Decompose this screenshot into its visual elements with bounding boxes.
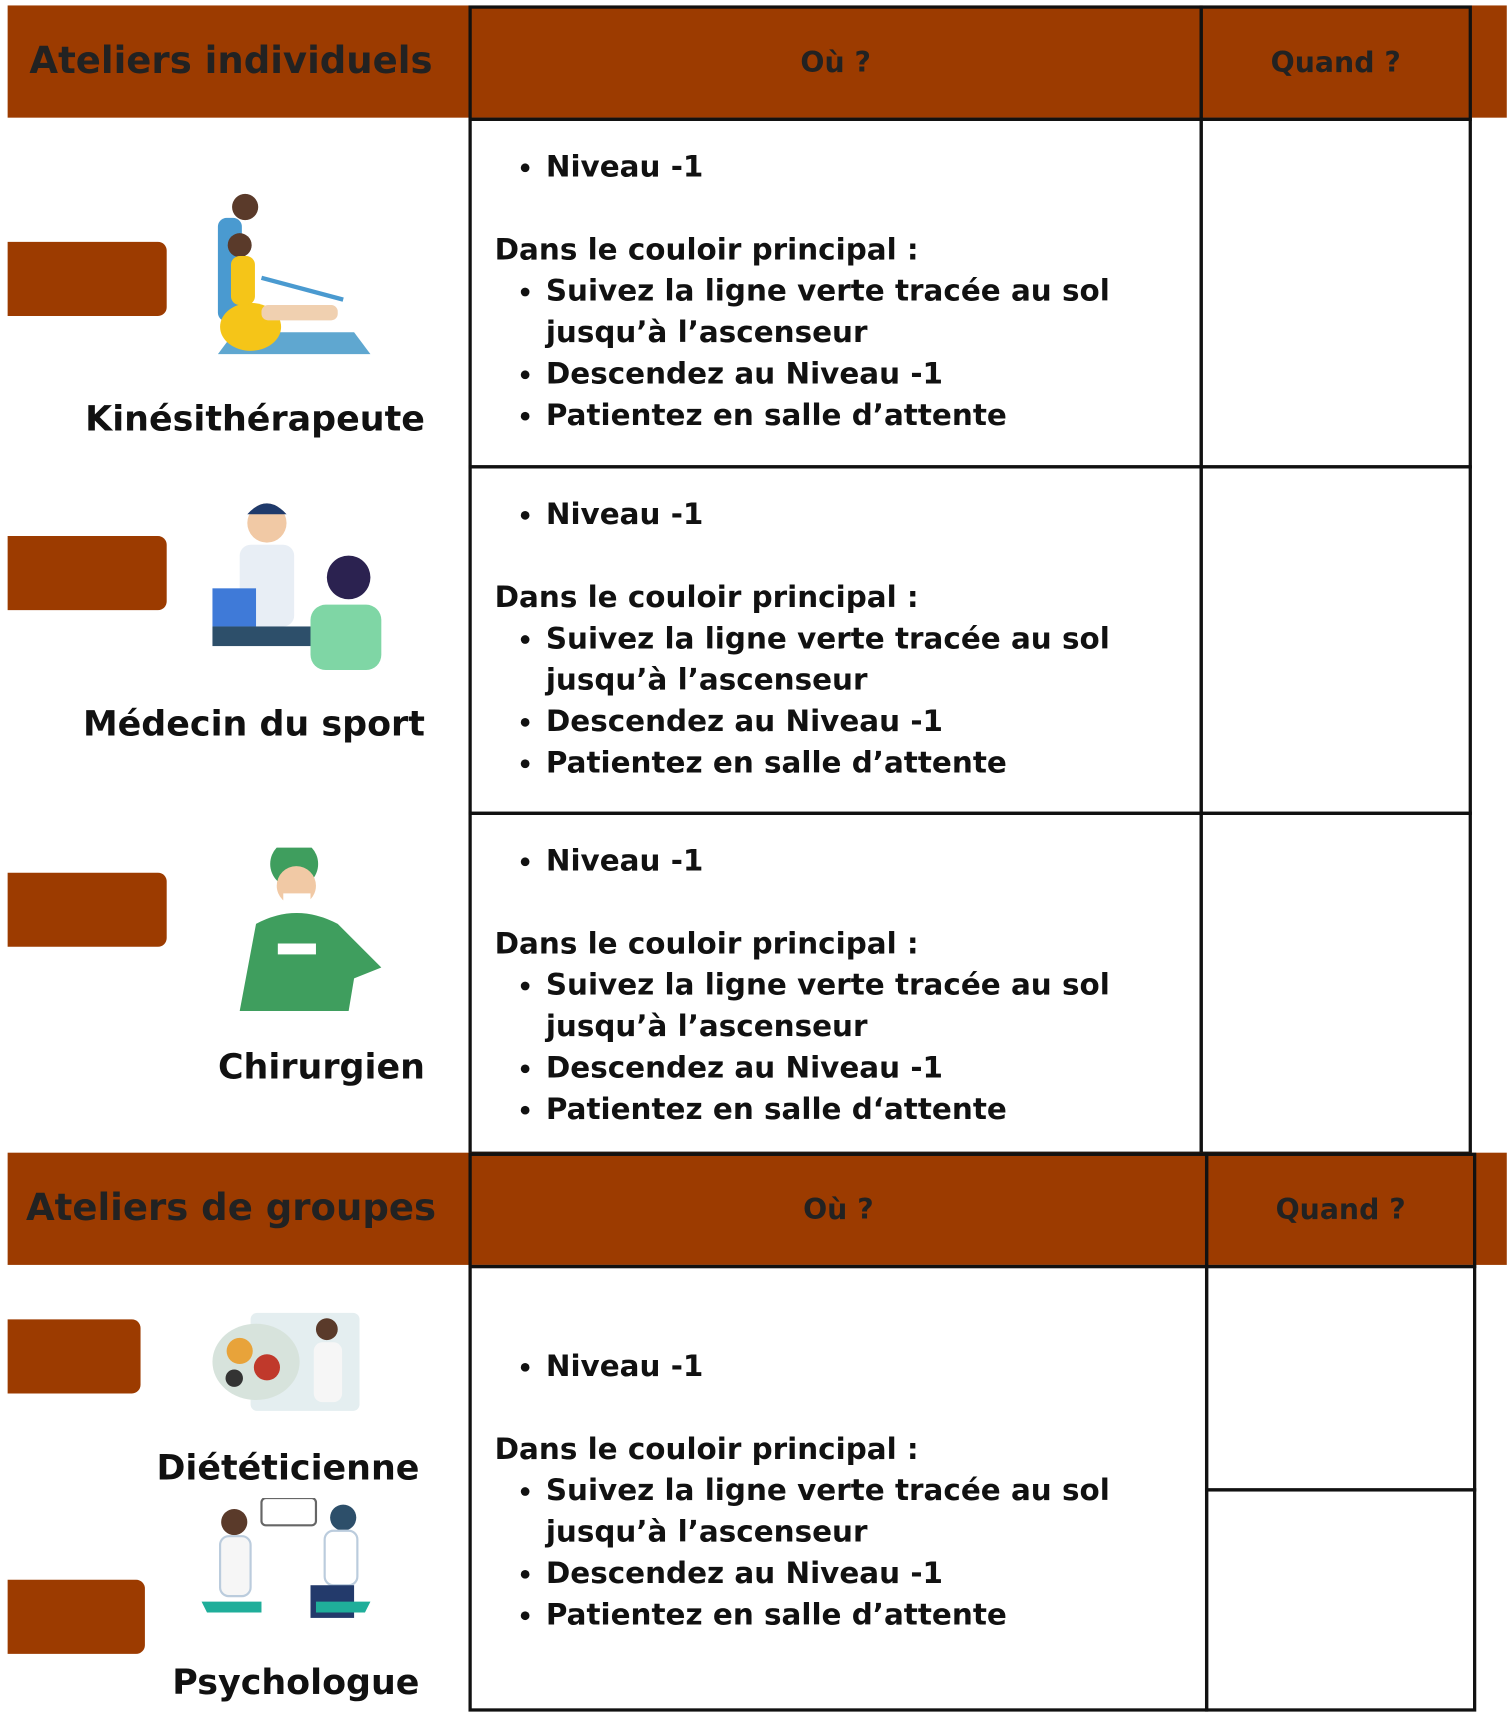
- step: Patientez en salle d‘attente: [546, 1090, 1190, 1131]
- header-when: Quand ?: [1199, 5, 1472, 121]
- location-text: Niveau -1 Dans le couloir principal : Suiv…: [471, 147, 1190, 437]
- step: Descendez au Niveau -1: [546, 354, 1190, 395]
- location-text: Niveau -1 Dans le couloir principal : Suiv…: [471, 841, 1190, 1131]
- intro: Dans le couloir principal :: [494, 233, 919, 267]
- level: Niveau -1: [546, 841, 1190, 882]
- tab: [7, 1579, 145, 1654]
- header-band: [7, 1152, 1507, 1265]
- location-text: Niveau -1 Dans le couloir principal : Suiv…: [471, 1347, 1190, 1637]
- level: Niveau -1: [546, 495, 1190, 536]
- tab: [7, 872, 167, 947]
- step-list: Suivez la ligne verte tracée au sol jusq…: [495, 1471, 1190, 1637]
- intro: Dans le couloir principal :: [494, 1432, 919, 1467]
- intro: Dans le couloir principal :: [494, 580, 919, 615]
- specialist-label: Psychologue: [172, 1661, 420, 1703]
- illustration: [212, 503, 382, 671]
- section-title-text: Ateliers individuels: [29, 39, 433, 83]
- level-list: Niveau -1: [495, 841, 1190, 882]
- when-cell: [1199, 465, 1472, 815]
- step: Descendez au Niveau -1: [546, 1048, 1190, 1089]
- header-band: [7, 5, 1507, 118]
- illustration: [239, 847, 382, 1012]
- location-text: Niveau -1 Dans le couloir principal : Suiv…: [471, 495, 1190, 785]
- level: Niveau -1: [546, 147, 1190, 188]
- specialist-label: Médecin du sport: [82, 702, 425, 745]
- section-title: Ateliers de groupes: [8, 1153, 455, 1265]
- step: Patientez en salle d’attente: [546, 1595, 1190, 1636]
- step-list: Suivez la ligne verte tracée au sol jusq…: [495, 965, 1190, 1131]
- step: Suivez la ligne verte tracée au sol jusq…: [546, 619, 1190, 702]
- step: Patientez en salle d’attente: [546, 395, 1190, 436]
- illustration: [212, 1312, 360, 1411]
- level-list: Niveau -1: [495, 1347, 1190, 1388]
- step: Descendez au Niveau -1: [546, 1554, 1190, 1595]
- specialist-label: Chirurgien: [217, 1045, 425, 1088]
- illustration: [201, 1498, 371, 1618]
- step: Suivez la ligne verte tracée au sol jusq…: [546, 1471, 1190, 1554]
- illustration: [217, 193, 371, 355]
- header-where: Où ?: [468, 1152, 1209, 1269]
- step-list: Suivez la ligne verte tracée au sol jusq…: [495, 271, 1190, 437]
- section-title: Ateliers individuels: [8, 5, 455, 117]
- when-cell: [1204, 1488, 1477, 1712]
- header-when: Quand ?: [1204, 1152, 1477, 1269]
- section-title-text: Ateliers de groupes: [25, 1186, 437, 1231]
- intro: Dans le couloir principal :: [494, 927, 919, 961]
- level-list: Niveau -1: [495, 495, 1190, 536]
- step: Descendez au Niveau -1: [546, 702, 1190, 743]
- header-where: Où ?: [468, 5, 1203, 121]
- tab: [7, 536, 167, 611]
- when-cell: [1199, 117, 1472, 469]
- specialist-label: Kinésithérapeute: [85, 397, 425, 440]
- specialist-label: Diététicienne: [156, 1446, 420, 1489]
- tab: [7, 241, 167, 316]
- step: Patientez en salle d’attente: [546, 743, 1190, 784]
- tab: [7, 1319, 141, 1394]
- level-list: Niveau -1: [495, 147, 1190, 188]
- step: Suivez la ligne verte tracée au sol jusq…: [546, 271, 1190, 354]
- level: Niveau -1: [546, 1347, 1190, 1388]
- when-cell: [1204, 1264, 1477, 1492]
- step: Suivez la ligne verte tracée au sol jusq…: [546, 965, 1190, 1048]
- step-list: Suivez la ligne verte tracée au sol jusq…: [495, 619, 1190, 785]
- when-cell: [1199, 811, 1472, 1155]
